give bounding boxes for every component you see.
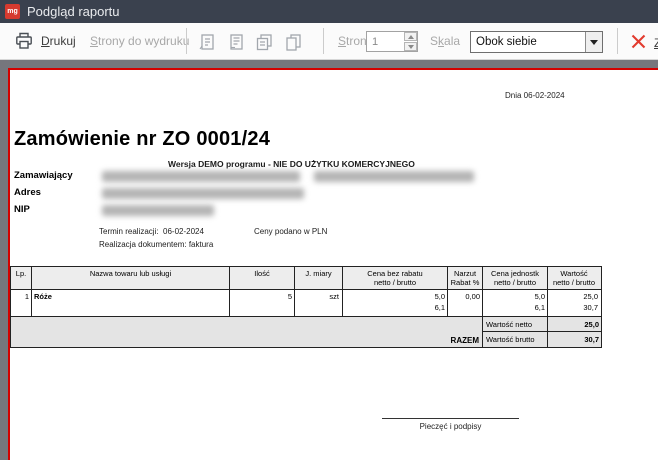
cell-margin: 0,00: [448, 290, 483, 316]
table-header-row: Lp. Nazwa towaru lub usługi Ilość J. mia…: [11, 267, 601, 290]
cell-value: 25,0 30,7: [583, 292, 598, 312]
buyer-label: Zamawiający: [14, 170, 73, 181]
cell-unit-price: 5,0 6,1: [483, 290, 548, 316]
cell-price: 5,0 6,1: [343, 290, 448, 316]
titlebar: mg Podgląd raportu: [0, 0, 658, 23]
down-arrow-icon: [407, 44, 414, 49]
redacted-buyer-value: [102, 171, 300, 182]
page-number-stepper: [404, 32, 417, 51]
report-date: Dnia 06-02-2024: [505, 91, 565, 100]
summary-net-row: Wartość netto 25,0: [483, 317, 601, 332]
pages-to-print-label: Strony do wydruku: [90, 34, 190, 48]
report-title: Zamówienie nr ZO 0001/24: [14, 128, 271, 150]
app-icon: mg: [5, 4, 20, 19]
scale-dropdown[interactable]: Obok siebie: [470, 31, 603, 53]
summary-net-label: Wartość netto: [483, 317, 548, 331]
header-margin: Narzut Rabat %: [448, 267, 483, 289]
summary-net-value: 25,0: [584, 320, 599, 329]
cell-unit: szt: [295, 290, 343, 316]
report-page: Dnia 06-02-2024 Zamówienie nr ZO 0001/24…: [8, 68, 658, 460]
chevron-down-icon: [590, 39, 598, 45]
demo-notice: Wersja DEMO programu - NIE DO UŻYTKU KOM…: [168, 159, 415, 169]
summary-gross-value: 30,7: [584, 335, 599, 344]
pages-to-print-button[interactable]: Strony do wydruku: [90, 28, 189, 54]
redacted-nip-value: [102, 205, 214, 216]
header-unit: J. miary: [295, 267, 343, 289]
cell-qty: 5: [230, 290, 295, 316]
toolbar-separator: [617, 28, 618, 54]
table-row: 1 Róże 5 szt 5,0 6,1 0,00 5,0 6,1 25,0 30,7: [11, 290, 601, 317]
summary-gross-label: Wartość brutto: [483, 332, 548, 347]
preview-area: Dnia 06-02-2024 Zamówienie nr ZO 0001/24…: [0, 60, 658, 460]
close-button-label[interactable]: Zamknij: [654, 36, 658, 50]
cell-lp: 1: [11, 290, 32, 316]
nip-label: NIP: [14, 204, 30, 215]
address-label: Adres: [14, 187, 41, 198]
realization-term: Termin realizacji: 06-02-2024: [99, 227, 204, 236]
close-x-icon: [629, 32, 648, 51]
print-button[interactable]: Drukuj: [14, 28, 76, 54]
realization-doc: Realizacja dokumentem: faktura: [99, 240, 214, 249]
printer-icon: [14, 31, 34, 51]
header-price-no-discount: Cena bez rabatu netto / brutto: [343, 267, 448, 289]
last-page-icon[interactable]: [283, 32, 303, 52]
header-value: Wartość netto / brutto: [552, 269, 596, 287]
close-button[interactable]: [629, 28, 648, 54]
dropdown-button[interactable]: [585, 32, 602, 52]
currency-note: Ceny podano w PLN: [254, 227, 328, 236]
up-arrow-icon: [407, 34, 414, 39]
next-page-icon[interactable]: [254, 32, 274, 52]
signature-label: Pieczęć i podpisy: [419, 422, 482, 431]
header-lp: Lp.: [11, 267, 32, 289]
toolbar-separator: [323, 28, 324, 54]
toolbar: Drukuj Strony do wydruku: [0, 23, 658, 60]
first-page-icon[interactable]: [197, 32, 217, 52]
redacted-address-value: [102, 188, 304, 199]
items-table: Lp. Nazwa towaru lub usługi Ilość J. mia…: [10, 266, 602, 348]
scale-label: Skala: [430, 34, 461, 48]
toolbar-separator: [186, 28, 187, 54]
print-button-label: Drukuj: [41, 34, 76, 48]
previous-page-icon[interactable]: [226, 32, 246, 52]
header-unit-price: Cena jednostk netto / brutto: [483, 267, 548, 289]
summary-total-label: RAZEM: [11, 317, 483, 347]
page-down-button[interactable]: [404, 42, 417, 51]
summary-gross-row: Wartość brutto 30,7: [483, 332, 601, 347]
header-name: Nazwa towaru lub usługi: [32, 267, 230, 289]
header-qty: Ilość: [230, 267, 295, 289]
redacted-buyer-value: [314, 171, 474, 182]
scale-dropdown-value: Obok siebie: [476, 36, 537, 48]
table-summary: RAZEM Wartość netto 25,0 Wartość brutto …: [11, 317, 601, 347]
cell-name: Róże: [32, 290, 230, 316]
window-title: Podgląd raportu: [27, 4, 120, 19]
page-up-button[interactable]: [404, 32, 417, 41]
signature-line: [382, 418, 519, 419]
